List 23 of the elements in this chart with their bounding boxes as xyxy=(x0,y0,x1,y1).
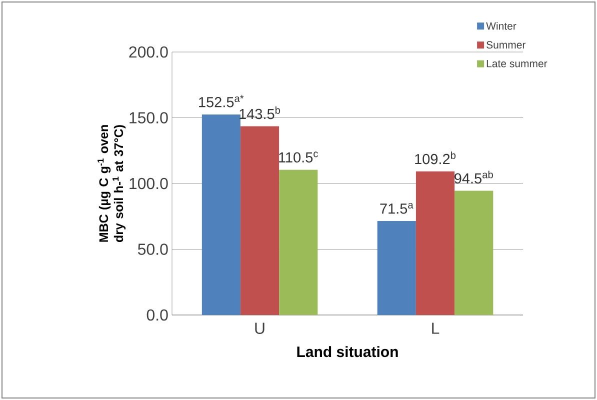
data-label: 109.2$^{b}$ xyxy=(415,151,456,164)
y-tick-label: 0.0 xyxy=(146,309,168,321)
y-tick-label: 50.0 xyxy=(138,244,168,255)
legend-label: Summer xyxy=(486,41,526,49)
data-label: 152.5$^{a*}$ xyxy=(199,94,244,108)
bar xyxy=(240,126,280,315)
x-tick-label: L xyxy=(432,322,440,334)
bar xyxy=(202,114,240,315)
bar xyxy=(416,171,455,315)
data-label: 71.5$^{a}$ xyxy=(380,202,414,214)
y-tick-label: 150.0 xyxy=(130,112,168,124)
data-label: 110.5$^{c}$ xyxy=(279,152,318,162)
data-label: 94.5$^{ab}$ xyxy=(454,170,493,184)
data-label: 143.5$^{b}$ xyxy=(240,106,280,120)
x-axis-title: Land situation xyxy=(297,346,398,358)
legend-label: Late summer xyxy=(486,60,548,68)
bar xyxy=(377,220,416,315)
x-tick-label: U xyxy=(255,322,264,334)
bar xyxy=(454,190,494,315)
y-tick-label: 200.0 xyxy=(129,46,168,58)
bar xyxy=(279,170,318,315)
legend-label: Winter xyxy=(486,22,516,30)
y-tick-label: 100.0 xyxy=(130,178,168,190)
